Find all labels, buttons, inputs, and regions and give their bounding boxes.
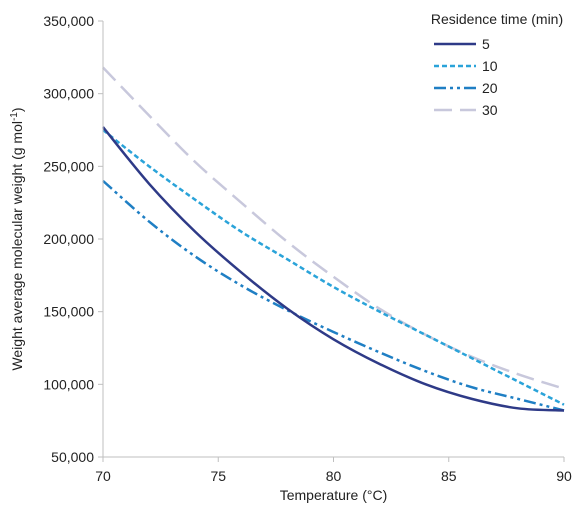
x-tick-label: 75 [210, 468, 226, 484]
y-tick-label: 300,000 [43, 86, 94, 102]
series-line-10 [102, 129, 565, 406]
legend-label-10: 10 [482, 58, 498, 74]
plot-area: 70 75 80 85 90 50,000 100,000 150,000 200,000 25… [43, 13, 572, 484]
x-tick-label: 85 [441, 468, 457, 484]
series-lines [102, 66, 565, 412]
series-line-20 [102, 179, 565, 412]
series-line-30 [102, 66, 565, 390]
y-tick-label: 50,000 [51, 449, 94, 465]
legend-label-20: 20 [482, 80, 498, 96]
legend-title: Residence time (min) [431, 11, 563, 27]
y-tick-label: 350,000 [43, 13, 94, 29]
y-tick-label: 100,000 [43, 376, 94, 392]
x-tick-label: 80 [326, 468, 342, 484]
y-tick-label: 250,000 [43, 158, 94, 174]
y-axis-title-end: ) [9, 107, 25, 112]
y-axis-ticks: 50,000 100,000 150,000 200,000 250,000 300,00… [43, 13, 103, 465]
legend-label-5: 5 [482, 36, 490, 52]
x-axis-title: Temperature (°C) [280, 487, 388, 503]
series-line-5 [102, 126, 565, 412]
legend-items: 5 10 20 30 [434, 36, 498, 118]
x-tick-label: 70 [95, 468, 111, 484]
y-tick-label: 150,000 [43, 304, 94, 320]
x-axis-ticks: 70 75 80 85 90 [95, 457, 572, 484]
y-axis-title-main: Weight average molecular weight (g mol [9, 121, 25, 371]
y-tick-label: 200,000 [43, 231, 94, 247]
x-tick-label: 90 [556, 468, 572, 484]
legend: Residence time (min) 5 10 20 30 [431, 11, 563, 118]
y-axis-title: Weight average molecular weight (g mol-1… [9, 107, 26, 370]
legend-label-30: 30 [482, 102, 498, 118]
y-axis-title-superscript: -1 [9, 112, 20, 121]
